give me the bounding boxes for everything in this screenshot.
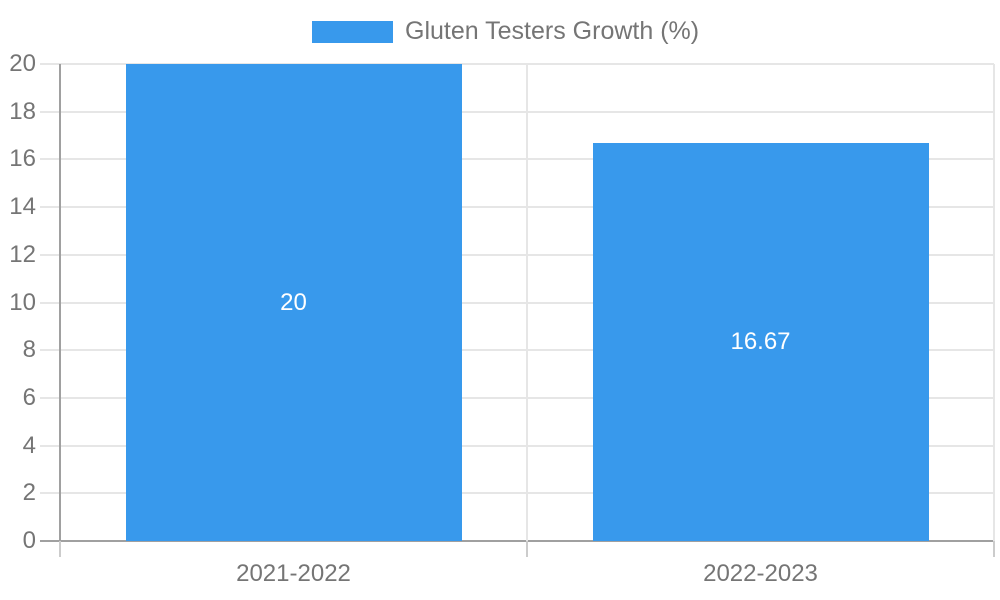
y-tick-label: 0 — [22, 527, 36, 554]
y-tick-label: 4 — [22, 431, 36, 459]
y-tick-label: 10 — [9, 288, 36, 316]
x-axis-tick — [59, 541, 61, 557]
y-tick-label: 18 — [9, 97, 36, 125]
vertical-gridline — [526, 64, 528, 541]
gridline — [40, 206, 994, 209]
gridline — [40, 492, 994, 495]
gridline — [40, 253, 994, 256]
gridline — [40, 349, 994, 352]
x-axis-label: 2022-2023 — [703, 560, 818, 587]
gridline — [40, 63, 994, 65]
y-tick-label: 8 — [22, 336, 36, 364]
legend-swatch — [312, 20, 393, 43]
gridline — [40, 540, 994, 542]
vertical-gridline — [993, 64, 995, 541]
y-tick-label: 14 — [9, 193, 36, 221]
y-tick-label: 12 — [9, 240, 36, 268]
bar-2022-2023[interactable] — [592, 143, 929, 541]
legend-label: Gluten Testers Growth (%) — [405, 17, 700, 45]
bar-value-label: 20 — [280, 288, 307, 316]
gridline — [40, 158, 994, 161]
y-tick-label: 20 — [9, 50, 36, 77]
y-tick-label: 2 — [22, 479, 36, 507]
legend[interactable]: Gluten Testers Growth (%) — [312, 17, 699, 46]
y-tick-label: 6 — [22, 383, 36, 411]
gridline — [40, 301, 994, 304]
bar-2021-2022[interactable] — [125, 64, 462, 541]
gridline — [40, 444, 994, 447]
x-axis-label: 2021-2022 — [236, 560, 351, 587]
gridline — [40, 396, 994, 399]
gridline — [40, 110, 994, 113]
y-axis-line — [59, 64, 61, 541]
x-axis-tick — [993, 541, 995, 557]
bar-value-label: 16.67 — [730, 328, 791, 356]
x-axis-tick — [526, 541, 528, 557]
y-tick-label: 16 — [9, 145, 36, 173]
